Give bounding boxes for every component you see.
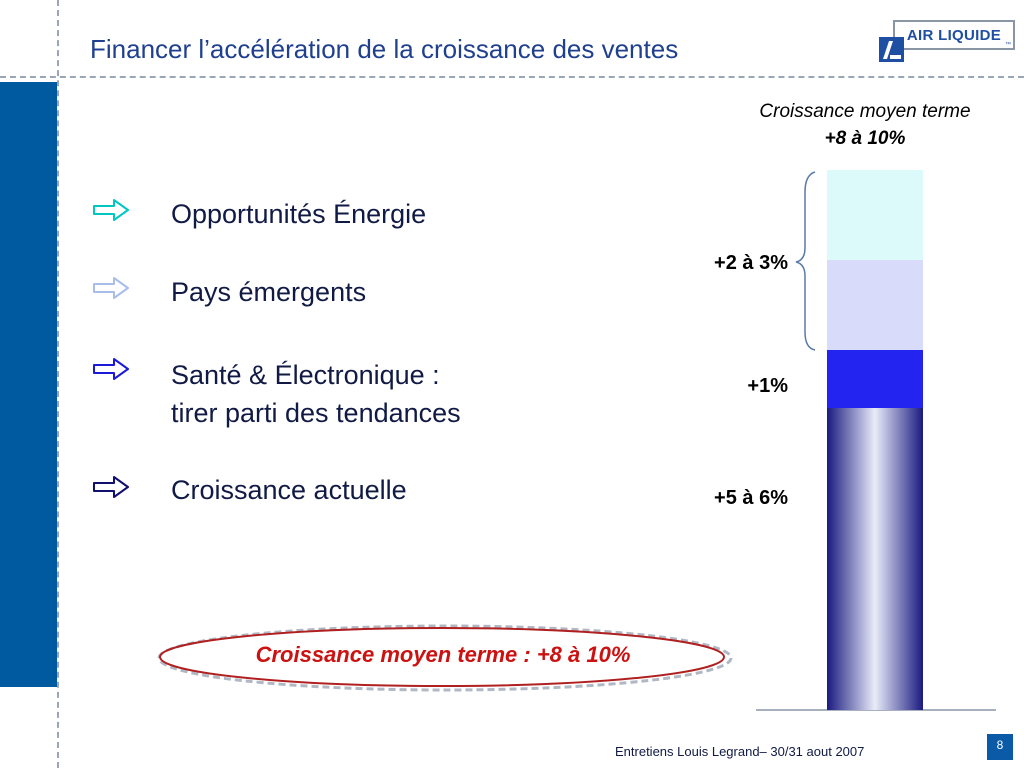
bar-segment-energy bbox=[827, 170, 923, 260]
bar-segment-health-electronics bbox=[827, 350, 923, 408]
chart-title: Croissance moyen terme bbox=[759, 101, 971, 122]
label-health-electronics: +1% bbox=[747, 375, 788, 397]
chart-subtitle: +8 à 10% bbox=[824, 128, 906, 149]
bar-segment-emerging-countries bbox=[827, 260, 923, 350]
label-current-growth: +5 à 6% bbox=[714, 487, 788, 509]
logo-text: AIR LIQUIDE bbox=[906, 27, 1002, 44]
slide-title: Financer l’accélération de la croissance… bbox=[90, 34, 679, 64]
bullet-energy: Opportunités Énergie bbox=[171, 199, 427, 229]
bullet-emerging-countries: Pays émergents bbox=[171, 277, 367, 307]
page-number-badge: 8 bbox=[987, 734, 1013, 760]
range-brace bbox=[795, 171, 816, 351]
bullet-health-electronics-line2: tirer parti des tendances bbox=[171, 398, 461, 428]
bullet-arrow-icon bbox=[93, 476, 129, 498]
logo-trademark: ™ bbox=[1005, 42, 1011, 48]
air-liquide-logo-mark-icon bbox=[879, 37, 904, 62]
bullet-current-growth: Croissance actuelle bbox=[171, 475, 407, 505]
callout-text: Croissance moyen terme : +8 à 10% bbox=[255, 642, 631, 667]
bar-segment-current-growth bbox=[827, 408, 923, 710]
left-dashed-guide bbox=[57, 0, 59, 768]
bullet-health-electronics-line1: Santé & Électronique : bbox=[171, 360, 440, 390]
bullet-arrow-icon bbox=[93, 358, 129, 380]
air-liquide-logo: AIR LIQUIDE ™ bbox=[893, 20, 1015, 50]
bullet-arrow-icon bbox=[93, 199, 129, 221]
header-dashed-divider bbox=[0, 76, 1024, 78]
brace-label: +2 à 3% bbox=[714, 252, 788, 274]
left-accent-band bbox=[0, 82, 57, 687]
callout-ellipse bbox=[157, 624, 733, 692]
footer-text: Entretiens Louis Legrand– 30/31 aout 200… bbox=[615, 744, 865, 759]
bullet-arrow-icon bbox=[93, 277, 129, 299]
